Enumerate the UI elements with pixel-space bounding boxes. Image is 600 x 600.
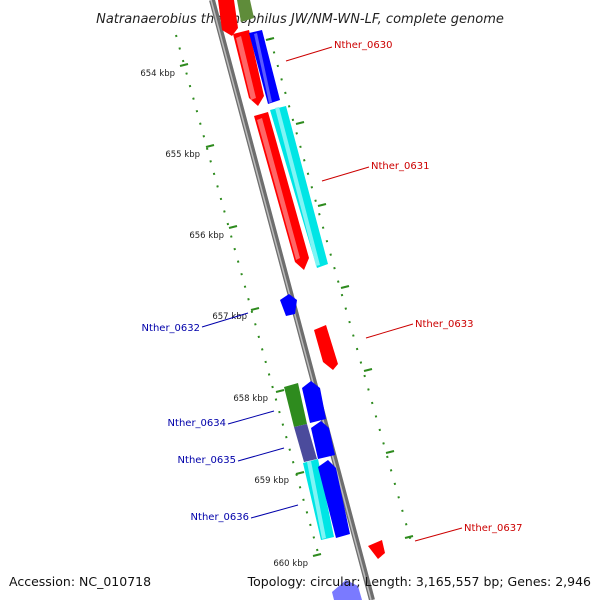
- kbp-label-655: 655 kbp: [165, 150, 200, 160]
- gene-feature-reverse-top[interactable]: [249, 30, 280, 104]
- label-nther-0633[interactable]: Nther_0633: [415, 319, 473, 330]
- kbp-label-660: 660 kbp: [273, 559, 308, 569]
- inner-dotted-ring: [175, 34, 321, 561]
- gene-feature-nther-0633[interactable]: [314, 325, 338, 370]
- leader-nther-0635: [237, 447, 285, 462]
- outer-major-ticks: [265, 37, 414, 539]
- tick-656: [228, 225, 238, 229]
- tick-657: [250, 307, 260, 311]
- label-nther-0631[interactable]: Nther_0631: [371, 161, 429, 172]
- outer-tick-3: [317, 203, 327, 207]
- green-feature-top[interactable]: [237, 0, 254, 22]
- gene-feature-nther-0637[interactable]: [368, 540, 385, 559]
- leader-nther-0636: [250, 504, 299, 519]
- kbp-label-654: 654 kbp: [140, 69, 175, 79]
- cds-nther-0636-shade: [307, 461, 326, 539]
- cds-nther-0631-shade: [275, 107, 320, 266]
- outer-tick-5: [363, 368, 373, 372]
- leader-nther-0637: [414, 527, 463, 542]
- accession-text: Accession: NC_010718: [9, 574, 151, 589]
- genome-title: Natranaerobius thermophilus JW/NM-WN-LF,…: [96, 12, 504, 27]
- kbp-labels: 654 kbp 655 kbp 656 kbp 657 kbp 658 kbp …: [140, 69, 308, 569]
- purple-feature-nther-0635[interactable]: [294, 424, 317, 462]
- gene-feature-nther-0636-right[interactable]: [318, 460, 350, 538]
- green-feature-nther-0634[interactable]: [284, 383, 307, 427]
- outer-tick-4: [340, 285, 350, 289]
- label-nther-0637[interactable]: Nther_0637: [464, 523, 522, 534]
- genome-summary-text: Topology: circular; Length: 3,165,557 bp…: [247, 574, 591, 589]
- tick-660: [312, 553, 322, 557]
- label-nther-0634[interactable]: Nther_0634: [168, 418, 226, 429]
- gene-feature-nther-0632[interactable]: [280, 294, 297, 316]
- tick-654: [179, 63, 189, 67]
- leader-nther-0630: [285, 46, 333, 62]
- gene-feature-nther-0634-right[interactable]: [302, 381, 326, 423]
- kbp-label-659: 659 kbp: [254, 476, 289, 486]
- leader-nther-0633: [365, 323, 414, 339]
- label-nther-0630[interactable]: Nther_0630: [334, 40, 392, 51]
- kbp-label-658: 658 kbp: [233, 394, 268, 404]
- outer-tick-6: [385, 450, 395, 454]
- outer-tick-1: [265, 37, 275, 41]
- label-nther-0632[interactable]: Nther_0632: [142, 323, 200, 334]
- outer-tick-2: [295, 121, 305, 125]
- leader-nther-0631: [321, 166, 370, 182]
- gene-feature-top[interactable]: [218, 0, 238, 36]
- label-nther-0635[interactable]: Nther_0635: [178, 455, 236, 466]
- cds-features: [270, 106, 334, 540]
- label-nther-0636[interactable]: Nther_0636: [191, 512, 249, 523]
- kbp-label-657: 657 kbp: [212, 312, 247, 322]
- leader-nther-0632: [201, 312, 249, 328]
- gene-feature-bottom[interactable]: [332, 580, 362, 600]
- gene-labels: Nther_0630 Nther_0631 Nther_0632 Nther_0…: [142, 40, 523, 534]
- gene-feature-reverse-top-shade: [254, 33, 272, 103]
- misc-features: [237, 0, 317, 462]
- tick-655: [205, 144, 215, 148]
- kbp-label-656: 656 kbp: [189, 231, 224, 241]
- inner-tick-ring: [175, 34, 321, 561]
- forward-genes: [218, 0, 385, 559]
- gene-feature-nther-0635-right[interactable]: [311, 421, 335, 459]
- tick-658: [275, 389, 285, 393]
- gene-feature-nther-0630-shade: [236, 36, 256, 100]
- gene-feature-nther-0631-shade: [257, 118, 300, 260]
- label-leaders: [201, 46, 463, 542]
- reverse-genes: [249, 30, 362, 600]
- leader-nther-0634: [227, 410, 275, 425]
- outer-tick-7: [404, 535, 414, 539]
- tick-659: [295, 471, 305, 475]
- major-ticks: [179, 63, 322, 557]
